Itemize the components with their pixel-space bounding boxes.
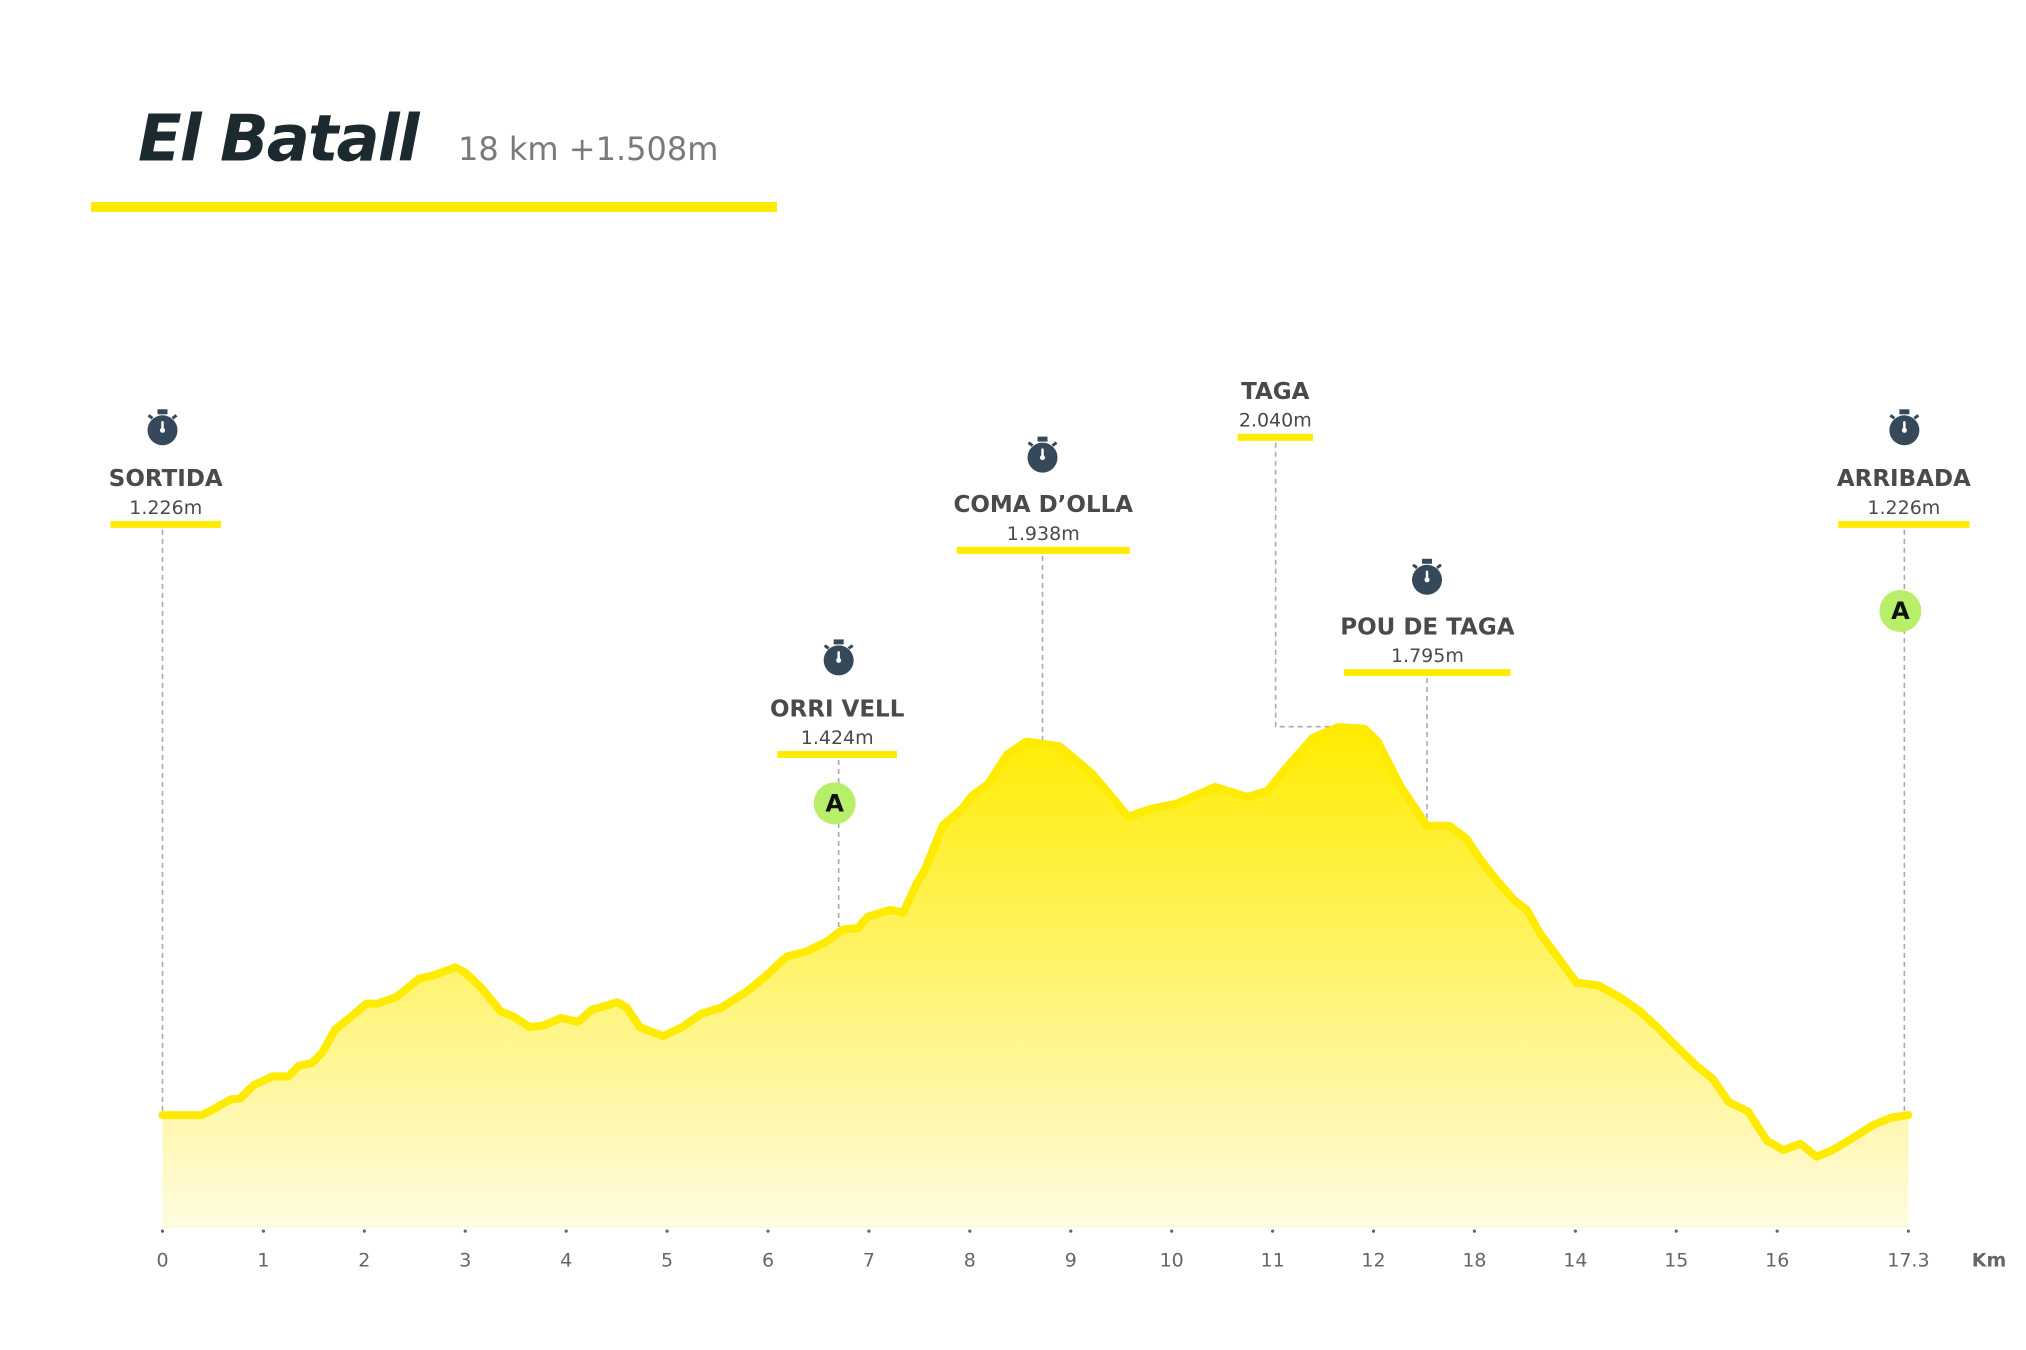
x-tick-mark (1906, 1229, 1910, 1233)
annotation-bar (777, 751, 897, 758)
annotation-bar (1344, 669, 1511, 677)
annotation-elevation: 1.226m (129, 497, 202, 519)
x-tick-mark (463, 1229, 467, 1233)
x-tick-mark (665, 1229, 669, 1233)
annotation-name: TAGA (1241, 379, 1310, 405)
timer-ear (1412, 563, 1418, 569)
x-tick-label: 14 (1563, 1250, 1587, 1272)
annotation-name: SORTIDA (109, 466, 223, 492)
timer-ear (1889, 414, 1896, 420)
annotation-elevation: 1.938m (1007, 523, 1080, 545)
annotation-bar (110, 520, 221, 528)
x-tick-label: 9 (1065, 1250, 1077, 1272)
x-tick-mark (1573, 1229, 1577, 1233)
chart-subtitle: 18 km +1.508m (458, 130, 718, 168)
x-tick-label: 4 (560, 1250, 572, 1272)
x-tick-mark (362, 1229, 366, 1233)
x-tick-label: 0 (156, 1250, 168, 1272)
x-tick-label: 11 (1261, 1250, 1285, 1272)
x-tick-mark (261, 1229, 266, 1233)
annotation-bar (1237, 433, 1313, 441)
x-tick-mark (968, 1229, 972, 1233)
x-tick-label: 6 (762, 1250, 774, 1272)
timer-ear (847, 644, 854, 650)
x-tick-label: 8 (964, 1250, 976, 1272)
annotation-bar (1838, 520, 1970, 528)
x-tick-label: 2 (358, 1250, 370, 1272)
timer-ear (147, 414, 154, 420)
annotation-name: POU DE TAGA (1340, 614, 1514, 640)
annotation-elevation: 2.040m (1239, 410, 1312, 432)
timer-ear (1027, 441, 1034, 447)
timer-ear (823, 644, 830, 650)
x-tick-mark (867, 1229, 871, 1233)
x-tick-mark (564, 1229, 568, 1233)
x-tick-label: 17.3 (1887, 1250, 1929, 1272)
elevation-line (158, 723, 1913, 1161)
timer-center (1040, 455, 1046, 461)
x-tick-label: 16 (1765, 1250, 1789, 1272)
timer-icon (1412, 558, 1443, 595)
x-tick-mark (1069, 1229, 1073, 1233)
title-underline (91, 202, 777, 212)
timer-icon (823, 639, 854, 676)
x-tick-mark (1170, 1229, 1174, 1233)
annotation-name: ORRI VELL (770, 696, 905, 722)
x-tick-label: 1 (257, 1250, 269, 1272)
x-tick-mark (1674, 1229, 1678, 1233)
aid-station (813, 782, 856, 825)
x-tick-label: 18 (1462, 1250, 1486, 1272)
aid-label: A (825, 789, 844, 817)
annotation-bar (956, 546, 1130, 554)
aid-station (1879, 590, 1922, 632)
timer-knob (157, 409, 168, 415)
timer-knob (833, 639, 844, 645)
chart-title: El Batall (138, 103, 421, 177)
timer-knob (1422, 558, 1433, 564)
timer-ear (1051, 441, 1058, 447)
x-tick-label: 15 (1664, 1250, 1688, 1272)
annotation-elevation: 1.795m (1391, 645, 1464, 667)
annotation-name: COMA D’OLLA (953, 492, 1133, 518)
x-tick-label: 10 (1160, 1250, 1184, 1272)
x-tick-mark (160, 1229, 165, 1233)
x-tick-mark (1371, 1229, 1376, 1233)
timer-knob (1899, 409, 1910, 415)
timer-ear (1436, 563, 1442, 569)
aid-label: A (1891, 597, 1910, 625)
x-unit: Km (1972, 1250, 2007, 1272)
timer-knob (1037, 436, 1048, 442)
x-tick-label: 5 (661, 1250, 673, 1272)
x-tick-mark (1271, 1229, 1275, 1233)
timer-center (1424, 577, 1430, 583)
annotation-elevation: 1.424m (801, 727, 874, 749)
timer-ear (171, 414, 178, 420)
x-tick-label: 7 (863, 1250, 875, 1272)
timer-icon (1027, 436, 1058, 473)
x-tick-mark (1775, 1229, 1779, 1233)
timer-center (1901, 427, 1907, 433)
x-tick-label: 12 (1361, 1250, 1385, 1272)
annotation-elevation: 1.226m (1867, 497, 1940, 519)
x-tick-mark (766, 1229, 770, 1233)
timer-icon (147, 409, 178, 446)
x-tick-mark (1472, 1229, 1477, 1233)
timer-icon (1889, 409, 1920, 446)
timer-center (160, 427, 165, 433)
timer-center (836, 657, 842, 663)
x-tick-label: 3 (459, 1250, 471, 1272)
annotation-name: ARRIBADA (1837, 466, 1971, 492)
timer-ear (1913, 414, 1920, 420)
leader-line (1274, 442, 1346, 728)
